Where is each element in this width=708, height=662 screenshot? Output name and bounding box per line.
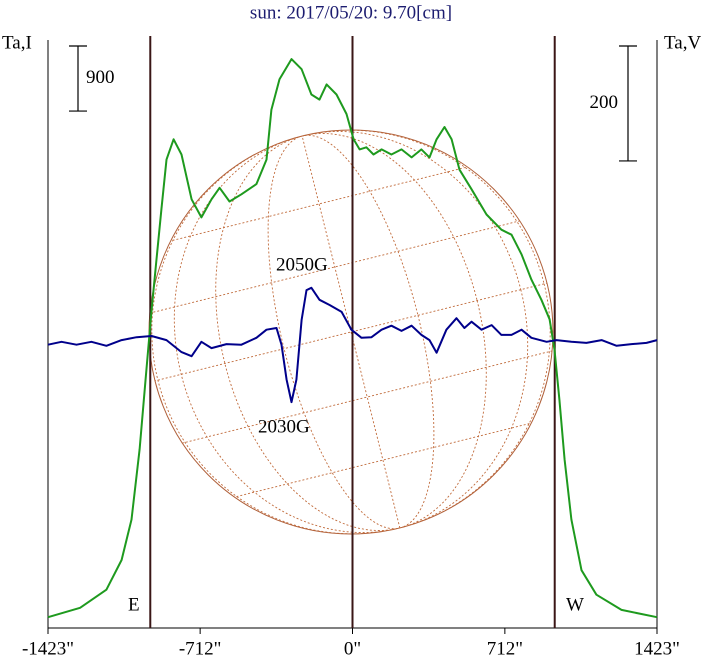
- annotation: 2050G: [276, 254, 328, 275]
- scale-bar: [619, 45, 637, 162]
- scale-bar-label: 900: [86, 67, 115, 88]
- annotation: 2030G: [258, 416, 310, 437]
- scale-bar-label: 200: [590, 92, 619, 113]
- x-tick-label: -712": [179, 638, 222, 659]
- y2-axis-label: Ta,V: [664, 32, 701, 53]
- y-axis-label: Ta,I: [2, 32, 32, 53]
- series-line: [47, 58, 658, 619]
- x-tick-label: 0": [344, 638, 361, 659]
- annotation: E: [128, 594, 140, 615]
- solar-disk: [148, 129, 554, 535]
- scale-bar: [69, 45, 87, 112]
- x-tick-label: -1423": [22, 638, 74, 659]
- x-tick-label: 1423": [634, 638, 680, 659]
- series-line: [47, 286, 658, 404]
- annotation: W: [566, 594, 584, 615]
- x-tick-label: 712": [487, 638, 523, 659]
- chart-title: sun: 2017/05/20: 9.70[cm]: [250, 2, 452, 23]
